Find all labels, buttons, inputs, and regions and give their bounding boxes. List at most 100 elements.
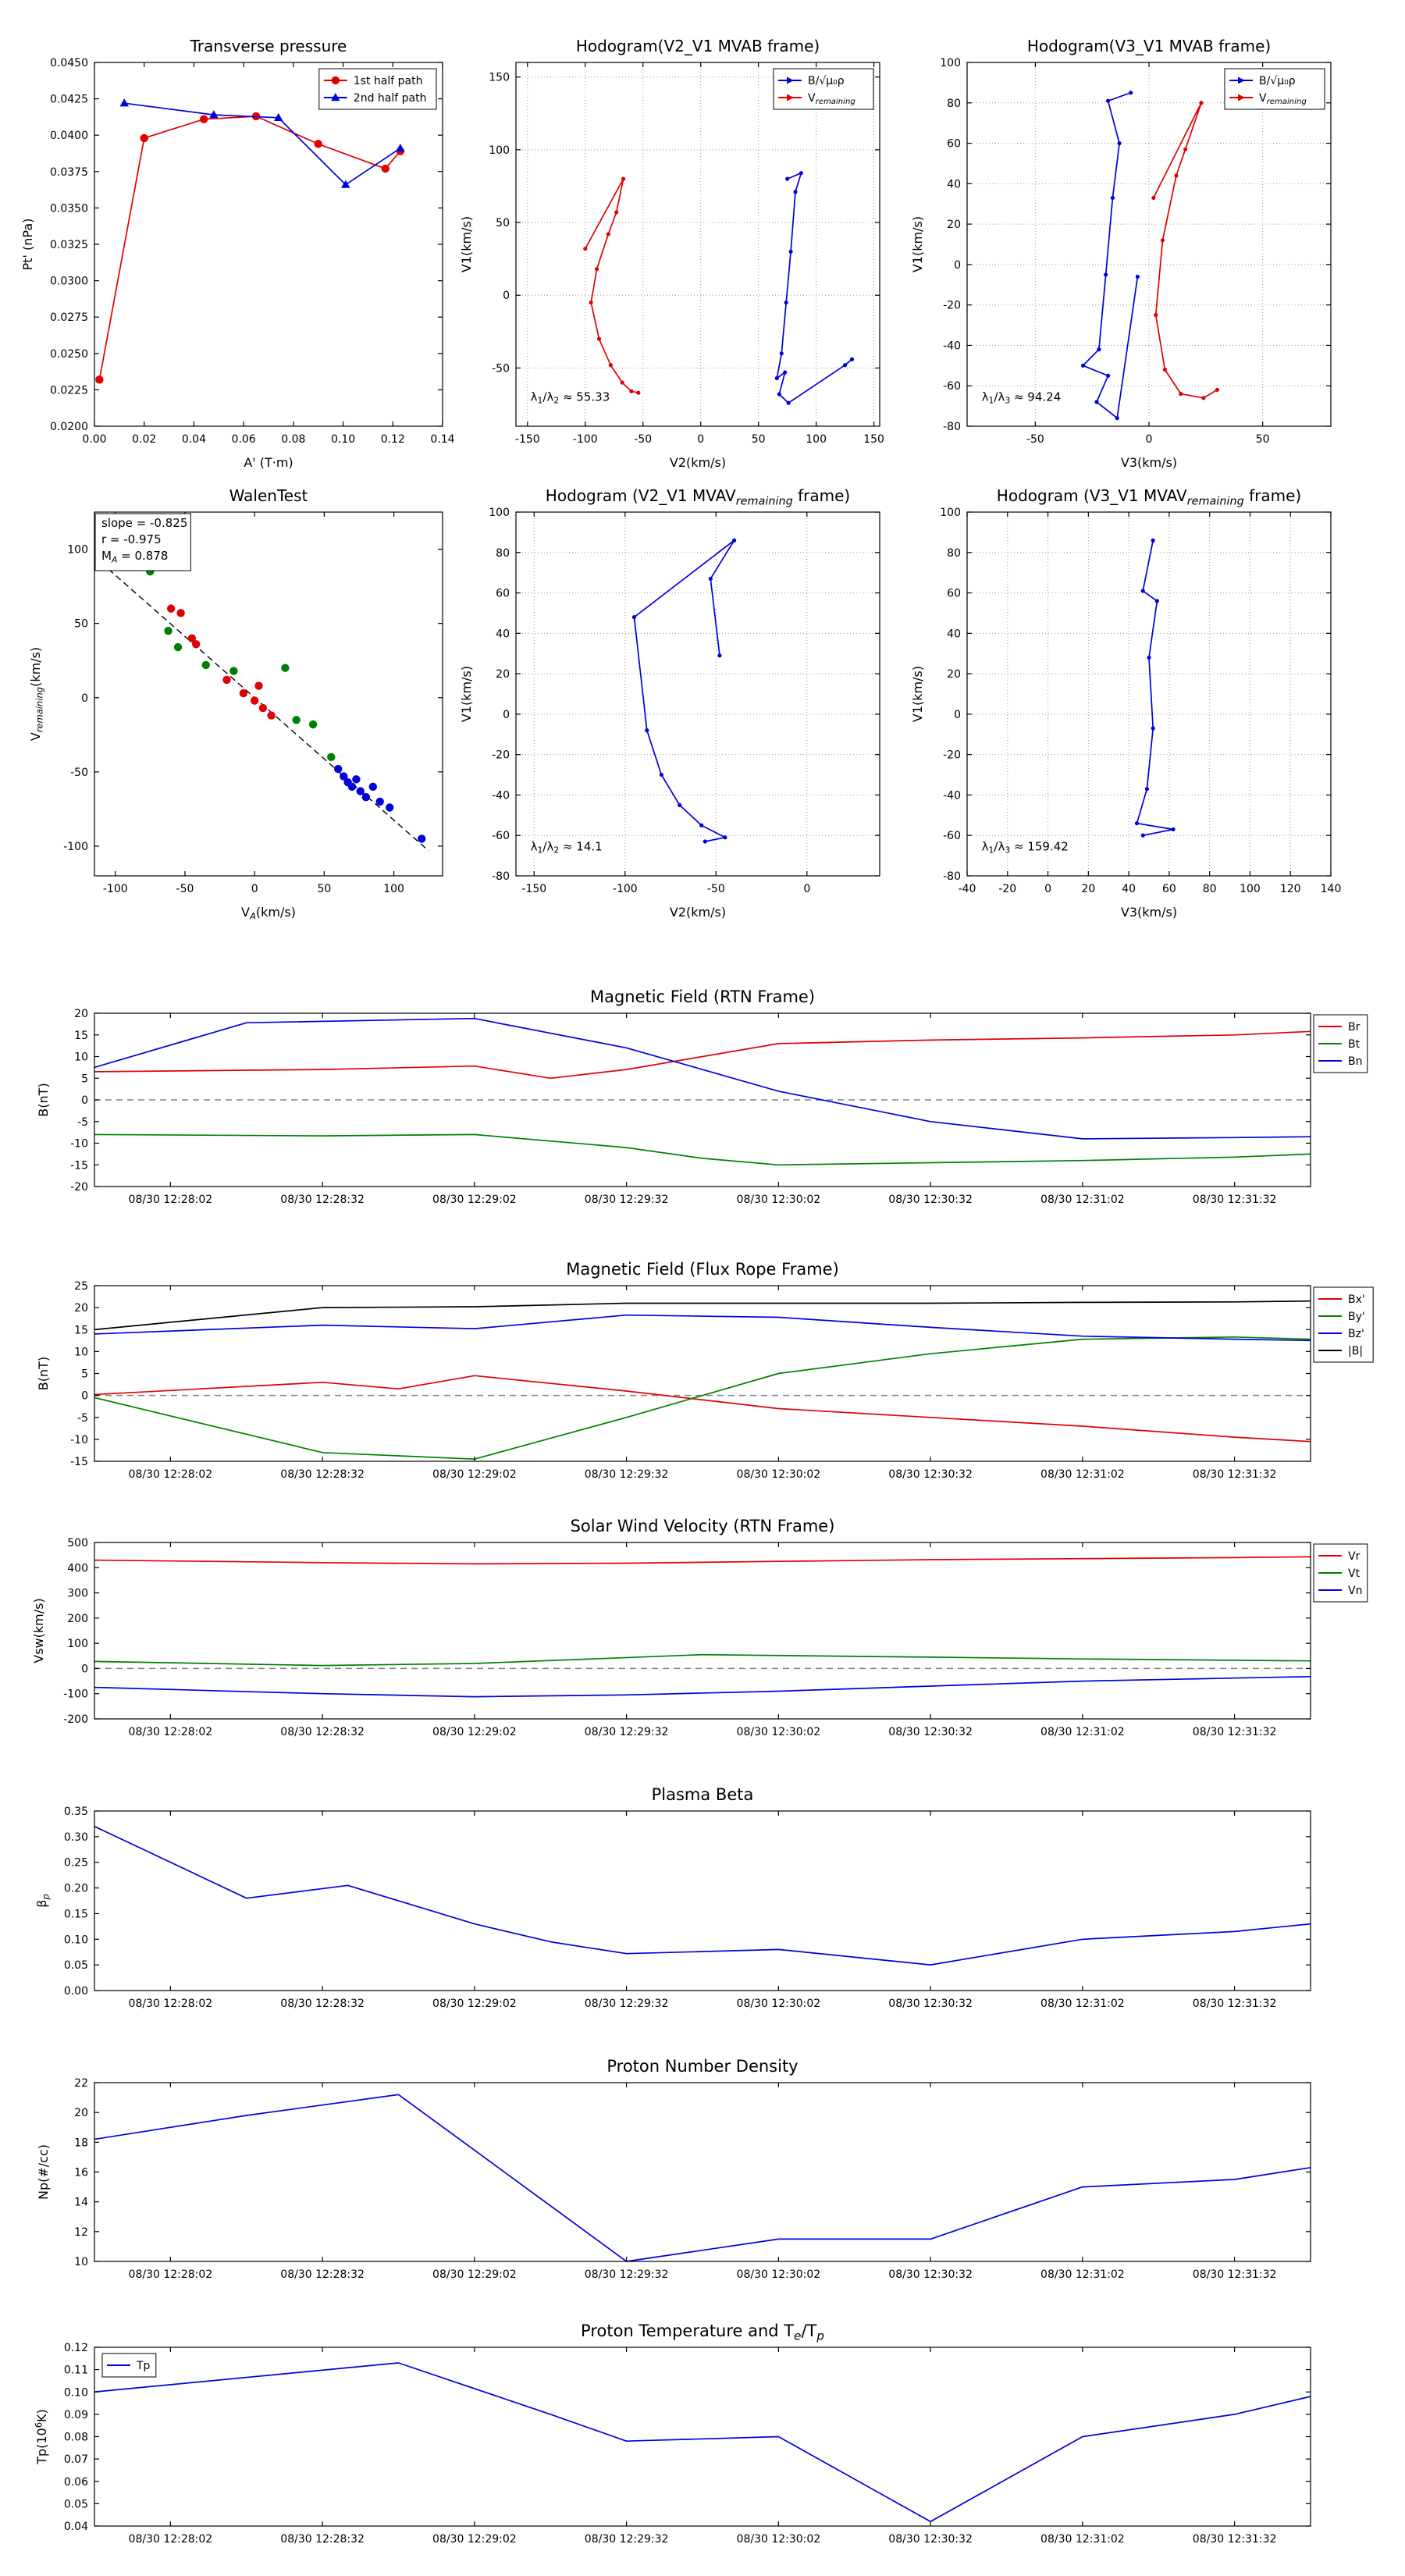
- svg-text:0.07: 0.07: [64, 2453, 88, 2466]
- svg-text:80: 80: [1203, 883, 1217, 895]
- svg-text:B(nT): B(nT): [36, 1083, 51, 1116]
- svg-text:Bn: Bn: [1348, 1055, 1362, 1068]
- svg-text:-80: -80: [492, 870, 510, 883]
- svg-text:Vsw(km/s): Vsw(km/s): [31, 1598, 46, 1663]
- svg-text:20: 20: [74, 1302, 88, 1315]
- svg-text:Vt: Vt: [1348, 1567, 1361, 1580]
- svg-text:0.0375: 0.0375: [50, 166, 88, 179]
- svg-text:08/30 12:30:32: 08/30 12:30:32: [888, 1194, 973, 1206]
- svg-text:08/30 12:31:32: 08/30 12:31:32: [1193, 2533, 1277, 2546]
- svg-text:0.0250: 0.0250: [50, 348, 88, 361]
- svg-text:200: 200: [67, 1613, 88, 1625]
- svg-text:-50: -50: [176, 883, 194, 895]
- svg-text:150: 150: [489, 72, 510, 84]
- svg-text:80: 80: [947, 547, 961, 560]
- chart-solar-wind-velocity: 08/30 12:28:02 08/30 12:28:32 08/30 12:29:…: [6, 1507, 1399, 1757]
- svg-text:-15: -15: [70, 1456, 88, 1468]
- svg-text:-60: -60: [943, 380, 961, 393]
- svg-text:100: 100: [940, 57, 961, 69]
- chart-transverse-pressure: 0.00 0.02 0.04 0.06 0.08 0.10 0.12 0.14 0.0200 0.…: [6, 23, 475, 480]
- svg-text:0.06: 0.06: [232, 433, 256, 446]
- svg-text:slope = -0.825: slope = -0.825: [101, 516, 187, 530]
- svg-text:0: 0: [503, 709, 510, 721]
- svg-text:08/30 12:30:32: 08/30 12:30:32: [888, 1998, 973, 2010]
- svg-text:Magnetic Field (Flux Rope Fram: Magnetic Field (Flux Rope Frame): [566, 1260, 839, 1279]
- svg-text:20: 20: [947, 219, 961, 231]
- svg-text:08/30 12:31:02: 08/30 12:31:02: [1040, 1726, 1125, 1738]
- svg-text:08/30 12:28:02: 08/30 12:28:02: [129, 2533, 213, 2546]
- svg-text:Bt: Bt: [1348, 1038, 1361, 1051]
- svg-text:08/30 12:28:32: 08/30 12:28:32: [280, 1468, 365, 1481]
- svg-text:-200: -200: [63, 1713, 88, 1726]
- svg-text:0.0200: 0.0200: [50, 421, 88, 433]
- chart-hodogram-v2v1-mvab: -150 -100 -50 0 50 100 150 -50 0 50 100 150 Hodogram…: [428, 23, 896, 480]
- svg-text:2nd half path: 2nd half path: [354, 92, 427, 105]
- svg-text:0: 0: [954, 709, 961, 721]
- svg-text:0: 0: [954, 259, 961, 272]
- svg-text:08/30 12:29:02: 08/30 12:29:02: [432, 1194, 517, 1206]
- svg-text:1st half path: 1st half path: [354, 75, 423, 87]
- svg-text:100: 100: [940, 507, 961, 519]
- svg-text:V1(km/s): V1(km/s): [910, 666, 925, 722]
- svg-text:08/30 12:30:02: 08/30 12:30:02: [737, 1468, 821, 1481]
- svg-text:-40: -40: [492, 789, 510, 802]
- svg-text:08/30 12:28:02: 08/30 12:28:02: [129, 1468, 213, 1481]
- svg-text:V3(km/s): V3(km/s): [1121, 905, 1177, 920]
- svg-text:15: 15: [74, 1030, 88, 1042]
- svg-text:08/30 12:28:32: 08/30 12:28:32: [280, 2268, 365, 2281]
- svg-text:Vn: Vn: [1348, 1585, 1362, 1597]
- svg-text:-20: -20: [492, 749, 510, 762]
- svg-text:-50: -50: [1026, 433, 1044, 446]
- svg-text:20: 20: [947, 668, 961, 681]
- svg-text:14: 14: [74, 2197, 88, 2209]
- svg-text:Hodogram (V2_V1 MVAVremaining: Hodogram (V2_V1 MVAVremaining frame): [546, 486, 850, 507]
- svg-text:08/30 12:31:32: 08/30 12:31:32: [1193, 1998, 1277, 2010]
- svg-text:50: 50: [1256, 433, 1270, 446]
- svg-text:0: 0: [81, 1663, 88, 1675]
- chart-plasma-beta: 08/30 12:28:02 08/30 12:28:32 08/30 12:29:…: [6, 1776, 1399, 2026]
- svg-text:Tp(106K): Tp(106K): [33, 2409, 49, 2465]
- chart-hodogram-v3v1-mvab: -50 0 50 -80 -60 -40 -20 0 20 40 60 80 100 Hodogram(V…: [879, 23, 1363, 480]
- svg-text:0.11: 0.11: [64, 2364, 88, 2377]
- svg-text:Solar Wind Velocity (RTN Frame: Solar Wind Velocity (RTN Frame): [571, 1517, 835, 1535]
- svg-text:-100: -100: [573, 433, 598, 446]
- svg-text:80: 80: [496, 547, 510, 560]
- svg-text:08/30 12:31:02: 08/30 12:31:02: [1040, 1194, 1125, 1206]
- svg-text:08/30 12:31:32: 08/30 12:31:32: [1193, 2268, 1277, 2281]
- svg-text:0.04: 0.04: [64, 2521, 88, 2533]
- svg-text:-80: -80: [943, 870, 961, 883]
- chart-magnetic-field-rtn: 08/30 12:28:02 08/30 12:28:32 08/30 12:29:…: [6, 978, 1399, 1228]
- svg-text:Br: Br: [1348, 1021, 1361, 1034]
- svg-text:08/30 12:30:02: 08/30 12:30:02: [737, 1194, 821, 1206]
- svg-text:5: 5: [81, 1073, 88, 1085]
- svg-text:0.30: 0.30: [64, 1831, 88, 1844]
- svg-text:08/30 12:28:32: 08/30 12:28:32: [280, 2533, 365, 2546]
- svg-text:20: 20: [74, 1008, 88, 1020]
- svg-text:08/30 12:29:02: 08/30 12:29:02: [432, 1468, 517, 1481]
- svg-text:10: 10: [74, 1346, 88, 1358]
- svg-text:-10: -10: [70, 1434, 88, 1446]
- svg-text:08/30 12:30:32: 08/30 12:30:32: [888, 2268, 973, 2281]
- svg-text:MA = 0.878: MA = 0.878: [101, 549, 168, 564]
- svg-text:Hodogram(V3_V1 MVAB frame): Hodogram(V3_V1 MVAB frame): [1027, 37, 1271, 55]
- svg-text:βp: βp: [34, 1894, 52, 1908]
- svg-text:Vremaining: Vremaining: [808, 92, 855, 106]
- svg-text:-5: -5: [77, 1116, 88, 1129]
- svg-text:10: 10: [74, 1051, 88, 1064]
- svg-text:08/30 12:29:02: 08/30 12:29:02: [432, 2533, 517, 2546]
- svg-text:-20: -20: [943, 300, 961, 312]
- svg-text:50: 50: [74, 618, 88, 631]
- svg-text:40: 40: [947, 628, 961, 640]
- chart-proton-number-density: 08/30 12:28:02 08/30 12:28:32 08/30 12:29:…: [6, 2048, 1399, 2297]
- svg-text:Vremaining(km/s): Vremaining(km/s): [28, 647, 45, 741]
- svg-text:V2(km/s): V2(km/s): [670, 455, 726, 470]
- svg-text:r = -0.975: r = -0.975: [101, 532, 162, 546]
- svg-text:500: 500: [67, 1537, 88, 1550]
- svg-text:300: 300: [67, 1588, 88, 1600]
- svg-text:-50: -50: [707, 883, 725, 895]
- svg-text:18: 18: [74, 2137, 88, 2149]
- svg-text:0.0225: 0.0225: [50, 384, 88, 397]
- svg-text:-40: -40: [943, 789, 961, 802]
- svg-text:B/√μ₀ρ: B/√μ₀ρ: [808, 75, 845, 87]
- svg-text:V3(km/s): V3(km/s): [1121, 455, 1177, 470]
